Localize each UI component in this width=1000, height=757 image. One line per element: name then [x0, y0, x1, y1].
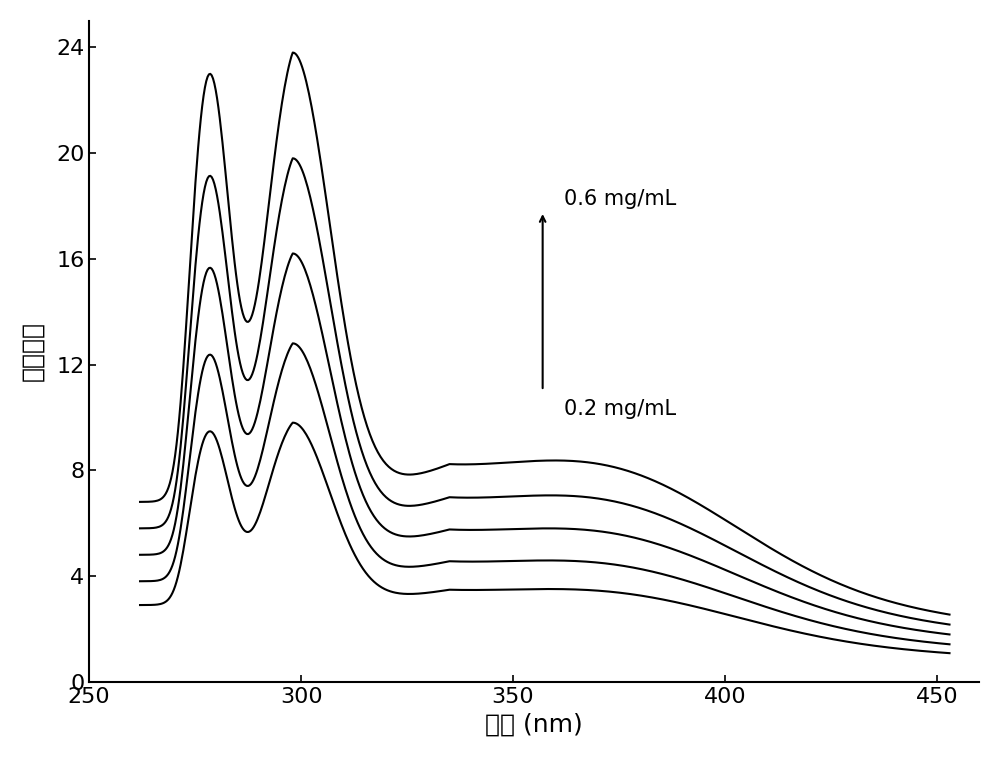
X-axis label: 波长 (nm): 波长 (nm) [485, 712, 583, 736]
Text: 0.6 mg/mL: 0.6 mg/mL [564, 188, 676, 208]
Y-axis label: 荧光强度: 荧光强度 [21, 321, 45, 382]
Text: 0.2 mg/mL: 0.2 mg/mL [564, 399, 676, 419]
